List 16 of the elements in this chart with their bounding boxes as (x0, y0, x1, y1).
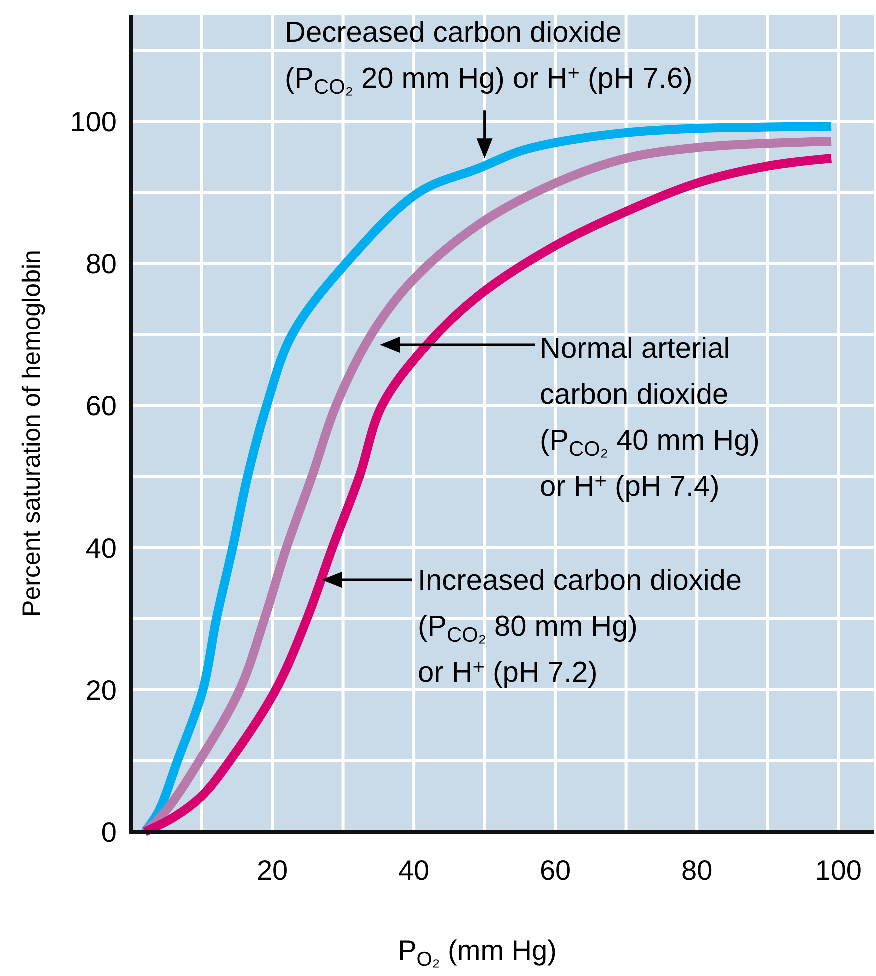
x-tick-label: 100 (815, 855, 862, 886)
x-tick-label: 20 (256, 855, 288, 886)
y-tick-label: 80 (86, 248, 117, 280)
x-tick-label: 40 (398, 855, 430, 886)
annotation: Normal arterial carbon dioxide (P$_{CO₂}$ 40 mm Hg) or H$^{+}$ (pH 7.4) (540, 333, 760, 503)
y-axis-title: Percent saturation of hemoglobin (18, 250, 46, 617)
annotation: Increased carbon dioxide (P$_{CO₂}$ 80 mm Hg) or H$^{+}$ (pH 7.2) (418, 565, 742, 689)
y-tick-label: 100 (70, 106, 117, 138)
y-tick-label: 60 (86, 390, 117, 422)
y-tick-label: 0 (101, 817, 117, 848)
x-axis-title: P$_{O₂}$ (mm Hg) (398, 935, 557, 971)
y-tick-label: 40 (86, 532, 117, 564)
annotation: Decreased carbon dioxide (P$_{CO₂}$ 20 mm Hg) or H$^{+}$ (pH 7.6) (285, 17, 693, 100)
y-tick-label: 20 (86, 674, 117, 706)
x-tick-label: 80 (682, 855, 713, 886)
x-tick-label: 60 (540, 855, 572, 886)
